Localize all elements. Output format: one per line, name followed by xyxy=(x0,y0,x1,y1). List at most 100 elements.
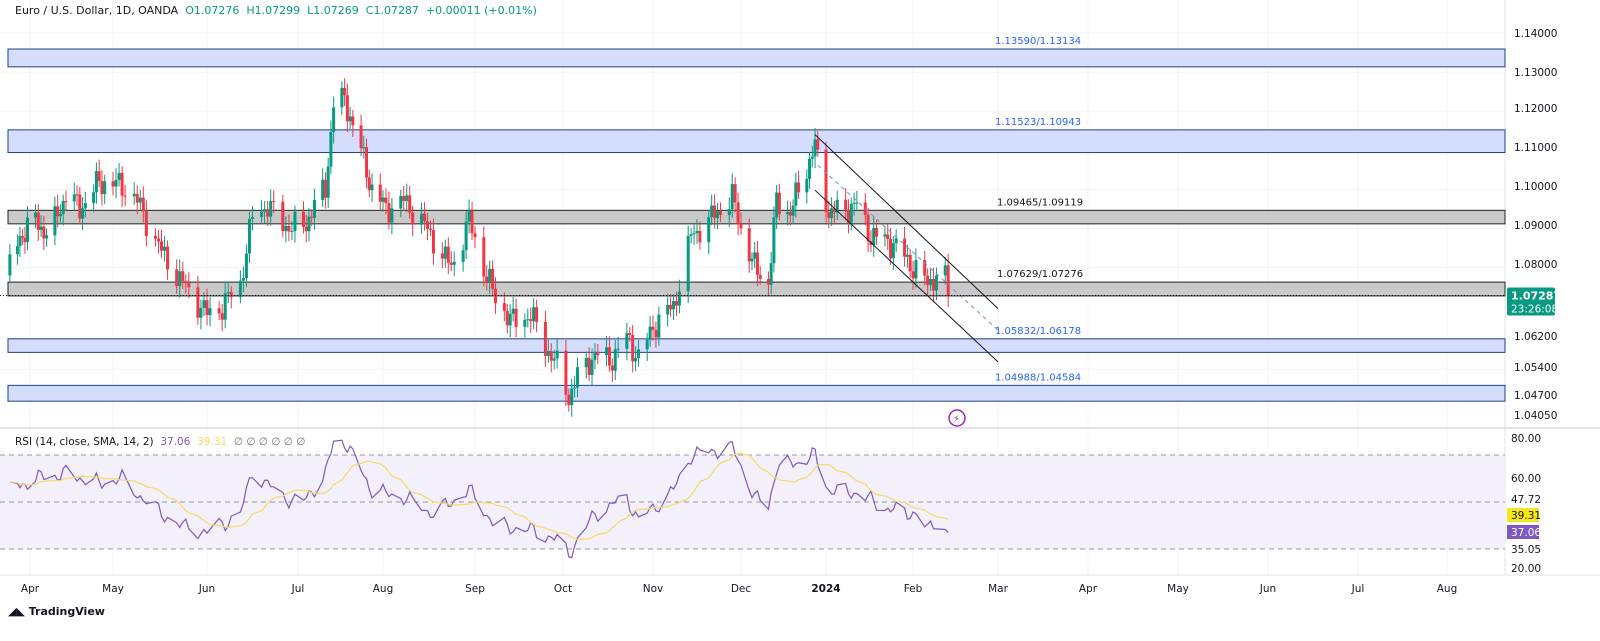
candle-body xyxy=(736,202,740,225)
time-tick: Dec xyxy=(731,583,752,595)
candle-body xyxy=(163,246,167,251)
candle-body xyxy=(710,205,714,218)
candle-body xyxy=(196,287,200,318)
price-tick: 1.06200 xyxy=(1514,331,1557,343)
rsi-tick: 47.72 xyxy=(1511,494,1541,506)
candle-body xyxy=(849,203,853,223)
candle-body xyxy=(461,250,465,262)
zone-label: 1.05832/1.06178 xyxy=(995,326,1081,337)
candle-body xyxy=(905,254,909,257)
legend-header: Euro / U.S. Dollar, 1D, OANDA O1.07276 H… xyxy=(15,4,537,17)
ohlc-high: H1.07299 xyxy=(246,4,301,17)
candle-body xyxy=(220,313,224,320)
candle-body xyxy=(508,313,512,326)
candle-body xyxy=(891,243,895,259)
candle-body xyxy=(855,202,859,204)
price-tick: 1.08000 xyxy=(1514,259,1557,271)
candle-body xyxy=(160,241,164,251)
candle-body xyxy=(431,230,435,254)
candle-body xyxy=(929,279,933,285)
candle-body xyxy=(932,279,936,291)
candle-body xyxy=(564,350,568,395)
candle-body xyxy=(852,202,856,204)
candle-body xyxy=(535,307,539,322)
candle-body xyxy=(426,221,430,229)
candle-body xyxy=(138,197,142,203)
candle-body xyxy=(946,265,950,296)
candle-body xyxy=(446,246,450,263)
rsi-sma-tag xyxy=(1507,508,1539,522)
candle-body xyxy=(625,333,629,349)
rsi-tick: 39.31 xyxy=(1511,510,1541,522)
candle-body xyxy=(117,172,121,180)
candle-body xyxy=(18,236,22,247)
candle-body xyxy=(42,226,46,239)
candle-body xyxy=(758,274,762,280)
tradingview-logo[interactable]: ◢◣ TradingView xyxy=(8,605,105,618)
candle-body xyxy=(72,194,76,202)
candle-body xyxy=(362,147,366,149)
candle-body xyxy=(605,347,609,356)
zone-label: 1.04988/1.04584 xyxy=(995,372,1081,383)
candle-body xyxy=(61,201,65,215)
countdown-label: 23:26:08 xyxy=(1511,303,1558,315)
time-tick: Oct xyxy=(554,583,572,595)
candle-body xyxy=(111,181,115,187)
candle-body xyxy=(755,252,759,275)
candle-body xyxy=(340,87,344,108)
candle-body xyxy=(452,261,456,265)
tv-icon: ◢◣ xyxy=(8,605,29,618)
zone-label: 1.13590/1.13134 xyxy=(995,36,1081,47)
candle-body xyxy=(926,275,930,285)
candle-body xyxy=(832,208,836,213)
price-tick: 1.04050 xyxy=(1514,410,1557,422)
candle-body xyxy=(716,210,720,219)
candle-body xyxy=(423,213,427,222)
candle-body xyxy=(399,195,403,209)
rsi-value: 37.06 xyxy=(160,436,191,448)
candle-body xyxy=(94,171,98,193)
candle-body xyxy=(20,236,24,238)
candle-body xyxy=(36,212,40,230)
candle-body xyxy=(607,347,611,366)
candle-body xyxy=(739,224,743,229)
candle-body xyxy=(181,271,185,282)
rsi-line xyxy=(9,439,949,559)
candle-body xyxy=(511,308,515,314)
time-tick: May xyxy=(102,583,124,595)
candle-body xyxy=(830,208,834,218)
rsi-tick: 60.00 xyxy=(1511,473,1541,485)
candle-body xyxy=(775,192,779,218)
candle-body xyxy=(23,237,27,243)
candle-body xyxy=(381,197,385,202)
candle-body xyxy=(677,291,681,306)
candle-body xyxy=(238,280,242,298)
rsi-legend: RSI (14, close, SMA, 14, 2) 37.06 39.31 … xyxy=(15,436,305,448)
candle-body xyxy=(208,308,212,316)
zone-blue xyxy=(7,48,1506,68)
candle-body xyxy=(911,271,915,279)
candle-body xyxy=(485,276,489,283)
candle-body xyxy=(25,217,29,243)
candle-body xyxy=(202,300,206,308)
zone-blue xyxy=(7,338,1506,353)
candle-body xyxy=(645,339,649,350)
candle-body xyxy=(549,350,553,361)
symbol-title: Euro / U.S. Dollar, 1D, OANDA xyxy=(15,4,179,17)
candle-body xyxy=(135,193,139,203)
candle-body xyxy=(199,307,203,318)
candle-body xyxy=(269,200,273,217)
candle-body xyxy=(345,95,349,122)
candle-body xyxy=(794,182,798,206)
candle-body xyxy=(689,234,693,236)
time-tick: Jul xyxy=(291,583,305,595)
candle-body xyxy=(488,268,492,283)
rsi-tag xyxy=(1507,525,1539,539)
price-tick: 1.04700 xyxy=(1514,390,1557,402)
zone-blue xyxy=(7,129,1506,154)
rsi-tick: 37.06 xyxy=(1511,527,1541,539)
candle-body xyxy=(482,237,486,277)
candle-body xyxy=(343,87,347,96)
candle-body xyxy=(440,253,444,259)
